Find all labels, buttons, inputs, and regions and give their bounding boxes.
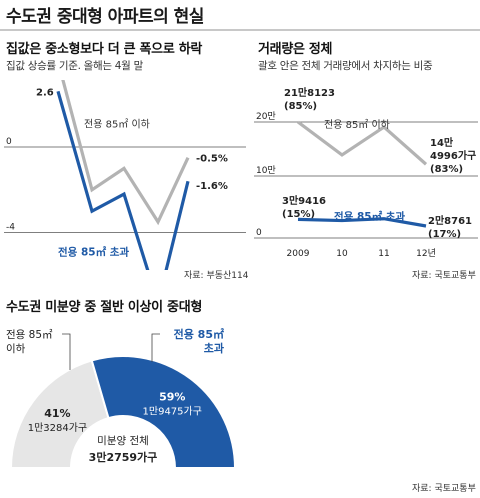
page-title: 수도권 중대형 아파트의 현실 <box>6 7 204 27</box>
series-label-large: 전용 85㎡ 초과 <box>334 210 405 223</box>
data-label-end-small: -0.5% <box>196 154 228 165</box>
slice-value-label: 1만9475가구 <box>143 405 202 417</box>
volume-source: 자료: 국토교통부 <box>412 271 476 281</box>
slice-percent-label: 41% <box>44 407 70 420</box>
data-label-start-small: (85%) <box>284 101 317 112</box>
x-tick-label: 2009 <box>287 249 310 259</box>
data-label-end-small: (83%) <box>430 164 463 175</box>
unsold-source: 자료: 국토교통부 <box>412 484 476 494</box>
slice-name-label: 이하 <box>6 342 26 355</box>
leader-line <box>151 333 160 362</box>
price-heading: 집값은 중소형보다 더 큰 폭으로 하락 <box>6 42 203 57</box>
data-label-end-large: 2만8761 <box>428 214 472 227</box>
price-change-chart: 40-4-8200910111213년4.02.6-0.5%-1.6%-7.3전… <box>4 80 246 270</box>
center-value: 3만2759가구 <box>89 450 158 464</box>
data-label-start-large: 2.6 <box>36 87 54 98</box>
data-label-start-large: 3만9416 <box>282 194 326 207</box>
data-label-end-large: -1.6% <box>196 181 228 192</box>
center-label: 미분양 전체 <box>97 435 149 447</box>
pie-slice <box>90 355 237 469</box>
series-label-small: 전용 85㎡ 이하 <box>324 118 390 131</box>
volume-subheading: 괄호 안은 전체 거래량에서 차지하는 비중 <box>258 60 433 72</box>
volume-heading: 거래량은 정체 <box>258 42 333 57</box>
leader-line <box>62 333 71 370</box>
slice-name-label: 전용 85㎡ <box>6 329 53 341</box>
y-tick-label: -4 <box>6 223 15 233</box>
slice-value-label: 1만3284가구 <box>28 422 87 434</box>
x-tick-label: 11 <box>378 249 389 259</box>
data-label-start-large: (15%) <box>282 209 315 220</box>
y-tick-label: 0 <box>256 228 262 238</box>
slice-name-label: 초과 <box>204 341 224 355</box>
data-label-end-small: 4996가구 <box>430 149 476 162</box>
y-tick-label: 20만 <box>256 111 276 122</box>
pie-slice <box>9 359 110 469</box>
data-label-start-small: 21만8123 <box>284 86 335 99</box>
y-tick-label: 0 <box>6 137 12 147</box>
series-line-small <box>297 120 428 166</box>
unsold-heading: 수도권 미분양 중 절반 이상이 중대형 <box>6 300 203 315</box>
series-line-large <box>297 217 427 228</box>
data-label-end-small: 14만 <box>430 136 454 149</box>
slice-name-label: 전용 85㎡ <box>174 327 224 341</box>
series-label-small: 전용 85㎡ 이하 <box>84 118 150 131</box>
y-tick-label: 10만 <box>256 165 276 176</box>
price-source: 자료: 부동산114 <box>184 271 249 281</box>
title-divider <box>0 29 480 31</box>
series-line-large <box>56 90 190 270</box>
x-tick-label: 10 <box>336 249 348 259</box>
series-label-large: 전용 85㎡ 초과 <box>58 245 129 258</box>
x-tick-label: 12년 <box>416 248 436 259</box>
data-label-end-large: (17%) <box>428 229 461 240</box>
series-line-small <box>61 80 190 226</box>
price-subheading: 집값 상승률 기준. 올해는 4월 말 <box>6 60 143 72</box>
slice-percent-label: 59% <box>159 390 185 403</box>
